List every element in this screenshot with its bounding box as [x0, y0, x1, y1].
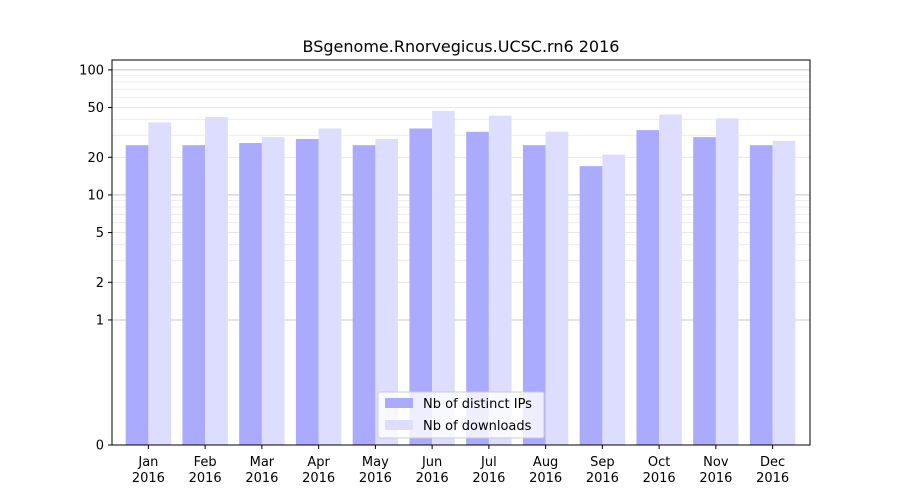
- x-tick-label-year: 2016: [302, 471, 335, 486]
- x-tick-label-month: Feb: [194, 455, 217, 470]
- bar-downloads: [148, 122, 172, 445]
- y-tick-label: 100: [79, 63, 104, 78]
- x-tick-label-month: May: [362, 455, 389, 470]
- bar-distinct-ips: [295, 139, 319, 445]
- bar-downloads: [318, 128, 342, 445]
- y-tick-label: 1: [96, 313, 104, 328]
- x-tick-label-year: 2016: [586, 471, 619, 486]
- x-axis: Jan2016Feb2016Mar2016Apr2016May2016Jun20…: [132, 445, 789, 486]
- bar-distinct-ips: [409, 128, 433, 445]
- y-tick-label: 5: [96, 226, 104, 241]
- bar-distinct-ips: [636, 130, 660, 445]
- x-tick-label-year: 2016: [529, 471, 562, 486]
- x-tick-label-month: Dec: [760, 455, 785, 470]
- x-tick-label-year: 2016: [416, 471, 449, 486]
- bar-distinct-ips: [239, 143, 262, 445]
- x-tick-label-month: Oct: [648, 455, 670, 470]
- x-tick-label-month: Sep: [590, 455, 615, 470]
- bar-downloads: [715, 118, 739, 445]
- x-tick-label-month: Jun: [421, 455, 442, 470]
- x-tick-label-year: 2016: [643, 471, 676, 486]
- bar-distinct-ips: [182, 145, 206, 445]
- bar-downloads: [659, 114, 682, 445]
- x-tick-label-year: 2016: [245, 471, 278, 486]
- x-tick-label-year: 2016: [189, 471, 222, 486]
- x-tick-label-month: Nov: [703, 455, 729, 470]
- y-axis: 0 1 2 5 10 20 50 100: [79, 63, 112, 454]
- x-tick-label-month: Aug: [533, 455, 558, 470]
- legend-box: [377, 391, 545, 439]
- bar-distinct-ips: [522, 145, 546, 445]
- bar-downloads: [772, 140, 796, 445]
- y-tick-label: 0: [96, 439, 104, 454]
- x-tick-label-year: 2016: [756, 471, 789, 486]
- x-tick-label-month: Jul: [480, 455, 497, 470]
- x-tick-label-year: 2016: [132, 471, 165, 486]
- bars: [125, 110, 796, 446]
- bar-distinct-ips: [352, 145, 376, 445]
- bar-distinct-ips: [693, 137, 716, 445]
- x-tick-label-month: Mar: [250, 455, 275, 470]
- x-tick-label-year: 2016: [699, 471, 732, 486]
- legend-label-distinct-ips: Nb of distinct IPs: [423, 397, 532, 412]
- bar-downloads: [205, 117, 228, 445]
- bar-downloads: [432, 110, 455, 445]
- x-tick-label-month: Apr: [307, 455, 330, 470]
- legend: Nb of distinct IPs Nb of downloads: [377, 391, 545, 439]
- chart-title: BSgenome.Rnorvegicus.UCSC.rn6 2016: [303, 37, 620, 56]
- bar-downloads: [488, 115, 512, 445]
- bar-distinct-ips: [466, 131, 489, 445]
- bar-distinct-ips: [749, 145, 773, 445]
- bar-distinct-ips: [579, 166, 603, 445]
- legend-swatch-downloads: [385, 420, 413, 430]
- bar-distinct-ips: [125, 145, 149, 445]
- legend-swatch-distinct-ips: [385, 398, 413, 408]
- bar-downloads: [545, 131, 569, 445]
- y-tick-label: 50: [87, 101, 104, 116]
- legend-label-downloads: Nb of downloads: [423, 419, 532, 434]
- bar-downloads: [602, 154, 626, 446]
- x-tick-label-month: Jan: [137, 455, 158, 470]
- x-tick-label-year: 2016: [472, 471, 505, 486]
- x-tick-label-year: 2016: [359, 471, 392, 486]
- y-tick-label: 20: [87, 151, 104, 166]
- bar-downloads: [375, 139, 399, 445]
- y-tick-label: 10: [87, 188, 104, 203]
- y-tick-label: 2: [96, 276, 104, 291]
- bar-downloads: [261, 137, 285, 445]
- plot-area-frame: [111, 59, 811, 446]
